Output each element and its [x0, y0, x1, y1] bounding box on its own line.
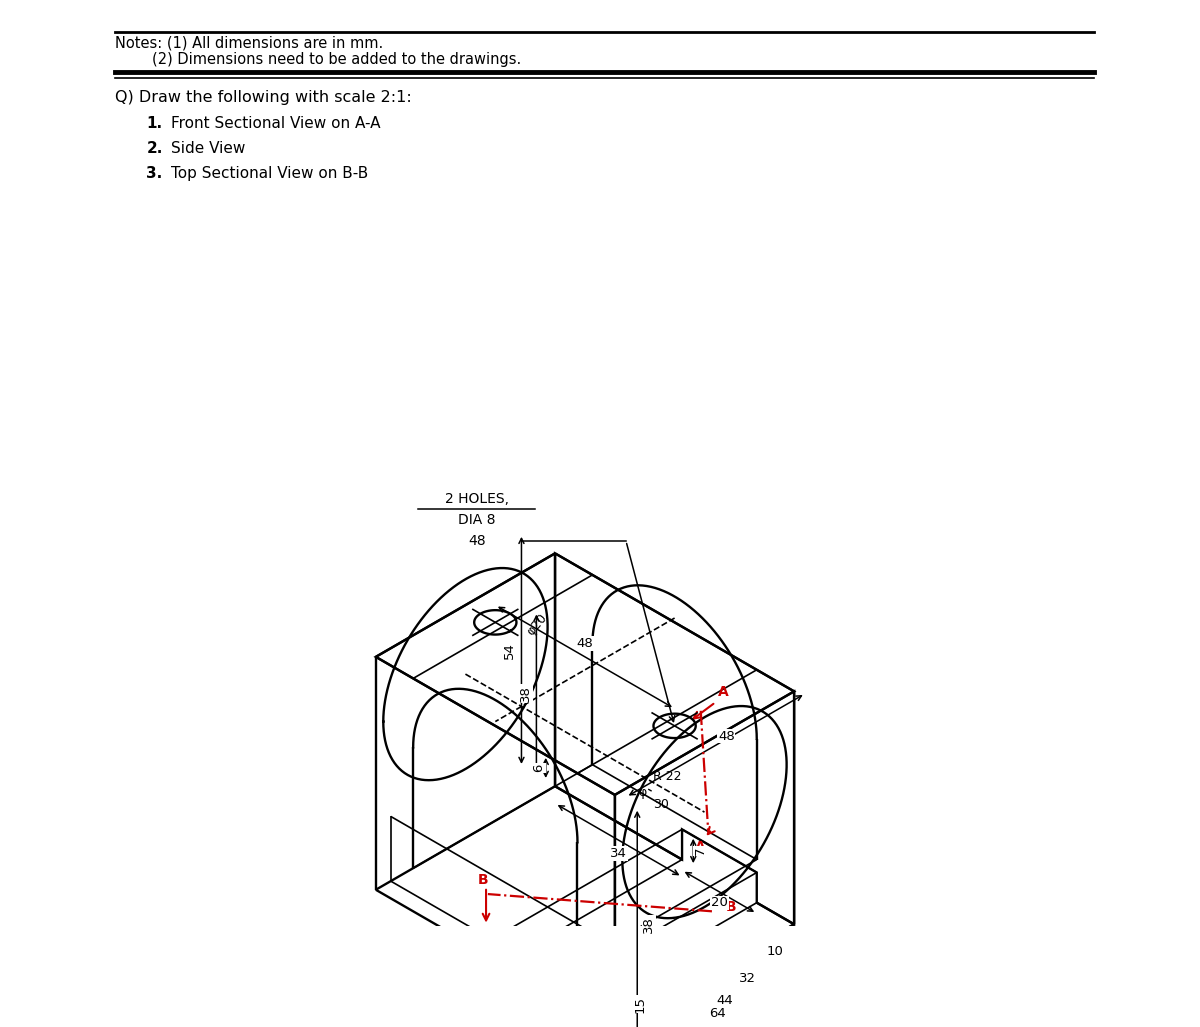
Text: Q) Draw the following with scale 2:1:: Q) Draw the following with scale 2:1: — [115, 89, 412, 105]
Text: DIA 8: DIA 8 — [458, 514, 496, 527]
Text: 15: 15 — [634, 995, 647, 1013]
Text: A: A — [695, 840, 706, 854]
Text: 1.: 1. — [146, 116, 162, 130]
Text: A: A — [718, 685, 728, 698]
Text: 48: 48 — [468, 534, 486, 547]
Text: 44: 44 — [716, 994, 733, 1006]
Text: 10: 10 — [767, 945, 784, 958]
Text: 38: 38 — [520, 685, 532, 702]
Text: Side View: Side View — [170, 141, 245, 156]
Text: 54: 54 — [503, 642, 516, 659]
Text: Front Sectional View on A-A: Front Sectional View on A-A — [170, 116, 380, 130]
Text: B: B — [478, 873, 488, 887]
Text: 64: 64 — [709, 1007, 726, 1020]
Text: φ: φ — [638, 786, 647, 799]
Text: 30: 30 — [653, 798, 670, 811]
Text: 20: 20 — [710, 897, 728, 909]
Text: 48: 48 — [718, 730, 734, 743]
Text: (2) Dimensions need to be added to the drawings.: (2) Dimensions need to be added to the d… — [115, 52, 521, 67]
Text: Notes: (1) All dimensions are in mm.: Notes: (1) All dimensions are in mm. — [115, 36, 383, 50]
Text: 34: 34 — [610, 847, 628, 861]
Text: 7: 7 — [694, 846, 707, 855]
Text: 3.: 3. — [146, 166, 162, 181]
Text: Top Sectional View on B-B: Top Sectional View on B-B — [170, 166, 367, 181]
Text: R 22: R 22 — [653, 770, 682, 784]
Text: 2 HOLES,: 2 HOLES, — [445, 493, 509, 506]
Text: B: B — [726, 900, 736, 914]
Text: φ20: φ20 — [524, 611, 550, 638]
Text: 6: 6 — [532, 764, 545, 772]
Text: 2.: 2. — [146, 141, 163, 156]
Text: 38: 38 — [642, 916, 655, 933]
Text: 48: 48 — [576, 637, 593, 650]
Text: 32: 32 — [738, 972, 756, 985]
